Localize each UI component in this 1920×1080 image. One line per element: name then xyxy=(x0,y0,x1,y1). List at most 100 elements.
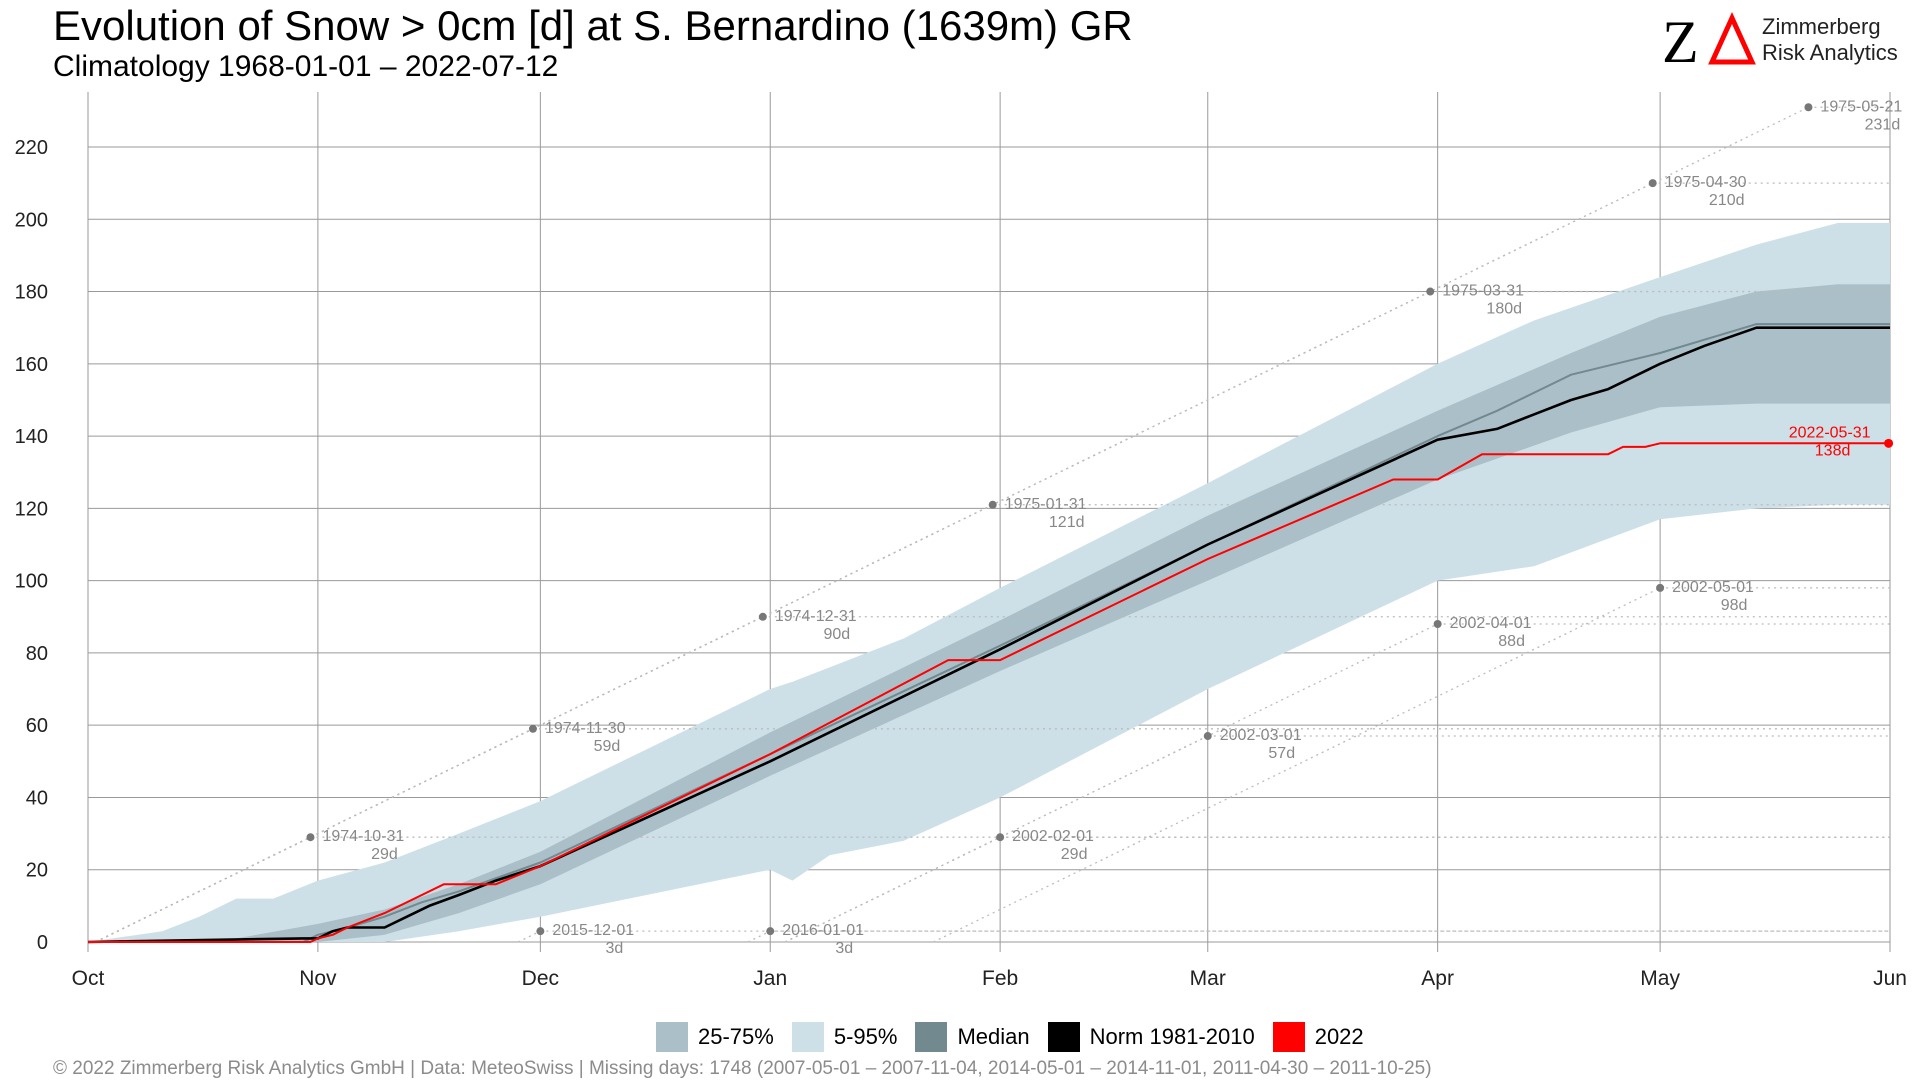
record-point xyxy=(536,927,545,936)
record-date-label: 1974-12-31 xyxy=(775,608,857,625)
y-tick-label: 100 xyxy=(15,571,48,593)
record-date-label: 2002-04-01 xyxy=(1450,615,1532,632)
x-tick-label: Dec xyxy=(522,967,559,990)
chart-subtitle: Climatology 1968-01-01 – 2022-07-12 xyxy=(53,50,559,83)
y-tick-label: 120 xyxy=(15,498,48,520)
record-point xyxy=(1656,583,1665,592)
record-value-label: 57d xyxy=(1268,745,1295,762)
record-date-label: 2015-12-01 xyxy=(552,922,634,939)
record-trend-line xyxy=(933,587,1661,943)
logo-text: Zimmerberg Risk Analytics xyxy=(1762,14,1898,66)
record-points: 1974-10-3129d1974-11-3059d1974-12-3190d1… xyxy=(306,98,1902,957)
x-tick-label: Feb xyxy=(982,967,1018,990)
record-date-label: 1975-05-21 xyxy=(1820,98,1902,115)
record-value-label: 3d xyxy=(605,940,623,957)
record-trend-lines xyxy=(95,106,1890,943)
record-point xyxy=(996,833,1005,842)
record-value-label: 180d xyxy=(1486,301,1522,318)
legend-label: Median xyxy=(957,1024,1030,1049)
record-date-label: 2002-03-01 xyxy=(1220,727,1302,744)
record-date-label: 2002-02-01 xyxy=(1012,828,1094,845)
x-tick-label: Jun xyxy=(1873,967,1907,990)
record-value-label: 88d xyxy=(1498,633,1525,650)
y-tick-label: 0 xyxy=(37,932,48,954)
x-tick-label: Nov xyxy=(299,967,337,990)
record-value-label: 121d xyxy=(1049,514,1085,531)
record-date-label: 1975-03-31 xyxy=(1442,283,1524,300)
legend-label: 2022 xyxy=(1314,1024,1364,1049)
record-value-label: 29d xyxy=(1061,846,1088,863)
record-point xyxy=(988,500,997,509)
legend-label: 25-75% xyxy=(698,1024,774,1049)
legend-swatch xyxy=(791,1022,824,1052)
y-tick-label: 60 xyxy=(26,715,48,737)
x-tick-label: Apr xyxy=(1421,967,1454,990)
record-point xyxy=(1648,179,1657,188)
chart-area: 1974-10-3129d1974-11-3059d1974-12-3190d1… xyxy=(15,92,1907,990)
record-point xyxy=(758,612,767,621)
legend-item: Norm 1981-2010 xyxy=(1047,1022,1255,1052)
legend-item: Median xyxy=(915,1022,1030,1052)
record-trend-line xyxy=(747,930,771,943)
record-trend-line xyxy=(517,930,541,943)
series-lines xyxy=(87,323,1890,944)
legend-item: 25-75% xyxy=(656,1022,774,1052)
record-value-label: 59d xyxy=(594,738,621,755)
logo: Z xyxy=(1662,10,1756,70)
band-5-95- xyxy=(88,222,1890,942)
y-tick-label: 140 xyxy=(15,426,48,448)
chart-title: Evolution of Snow > 0cm [d] at S. Bernar… xyxy=(53,2,1133,49)
legend: 25-75% 5-95% Median Norm 1981-2010 2022 xyxy=(656,1022,1372,1052)
x-tick-label: Mar xyxy=(1190,967,1226,990)
current-date-label: 2022-05-31 xyxy=(1789,424,1871,441)
legend-swatch xyxy=(1272,1022,1305,1052)
footer-credits: © 2022 Zimmerberg Risk Analytics GmbH | … xyxy=(53,1058,1432,1079)
logo-line-1: Zimmerberg xyxy=(1762,14,1881,39)
record-date-label: 1974-10-31 xyxy=(322,828,404,845)
x-tick-label: May xyxy=(1640,967,1680,990)
record-value-label: 90d xyxy=(823,626,850,643)
y-tick-label: 180 xyxy=(15,282,48,304)
record-point xyxy=(1426,287,1435,296)
legend-swatch xyxy=(1047,1022,1080,1052)
y-tick-label: 200 xyxy=(15,209,48,231)
legend-swatch xyxy=(915,1022,948,1052)
record-trend-line xyxy=(784,623,1438,943)
record-point xyxy=(1804,103,1813,112)
record-date-label: 2002-05-01 xyxy=(1672,579,1754,596)
legend-label: Norm 1981-2010 xyxy=(1089,1024,1255,1049)
record-value-label: 231d xyxy=(1865,116,1901,133)
record-value-label: 210d xyxy=(1709,192,1745,209)
current-value-label: 138d xyxy=(1815,442,1851,459)
x-tick-label: Jan xyxy=(753,967,787,990)
y-tick-label: 160 xyxy=(15,354,48,376)
record-value-label: 3d xyxy=(835,940,853,957)
series-line-norm-1981-2010 xyxy=(87,326,1890,944)
record-date-label: 1975-01-31 xyxy=(1005,496,1087,513)
band-25-75- xyxy=(88,284,1890,942)
axis-labels: 0 20 40 60 80 100 120 140 160 180 200 220 Oct Nov Dec J… xyxy=(15,137,1907,990)
record-point xyxy=(766,927,775,936)
record-value-label: 29d xyxy=(371,846,398,863)
x-tick-label: Oct xyxy=(72,967,105,990)
y-tick-label: 220 xyxy=(15,137,48,159)
legend-label: 5-95% xyxy=(833,1024,898,1049)
y-tick-label: 80 xyxy=(26,643,48,665)
logo-line-2: Risk Analytics xyxy=(1762,40,1898,65)
series-line-2022 xyxy=(88,442,1890,943)
legend-swatch xyxy=(656,1022,688,1052)
percentile-bands xyxy=(88,222,1890,942)
record-point xyxy=(528,724,537,733)
current-2022-point xyxy=(1884,438,1894,448)
legend-item: 2022 xyxy=(1272,1022,1364,1052)
y-tick-label: 40 xyxy=(26,787,48,809)
record-date-label: 1974-11-30 xyxy=(545,720,626,737)
record-date-label: 2016-01-01 xyxy=(782,922,864,939)
logo-mark-z: Z xyxy=(1662,10,1699,70)
record-point xyxy=(306,833,315,842)
record-point xyxy=(1203,732,1212,741)
y-tick-label: 20 xyxy=(26,860,48,882)
record-point xyxy=(1433,620,1442,628)
logo-mark-triangle xyxy=(1708,11,1756,65)
legend-item: 5-95% xyxy=(791,1022,898,1052)
